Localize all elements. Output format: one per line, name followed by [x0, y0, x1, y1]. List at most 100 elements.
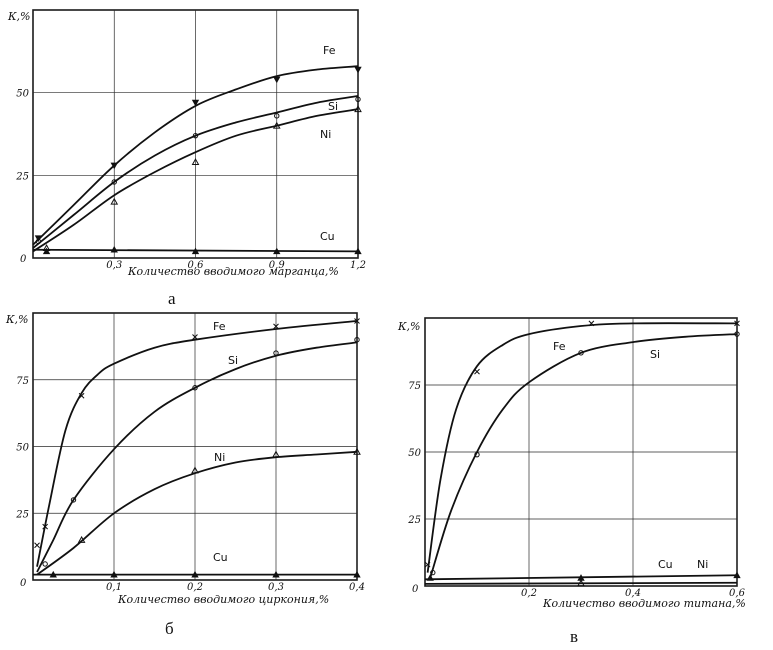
x-tick-label: 0,4	[349, 582, 365, 593]
y-tick-label: 75	[16, 376, 29, 387]
data-point-cu	[733, 571, 741, 579]
data-point-fe	[191, 99, 200, 107]
y-tick-label: 50	[16, 443, 29, 454]
data-point-si	[192, 132, 199, 139]
data-point-si	[192, 385, 198, 391]
data-point-fe	[273, 76, 281, 84]
series-fe: Fe	[32, 44, 362, 246]
y-tick-label: 50	[16, 89, 29, 100]
y-tick-label: 50	[408, 448, 421, 459]
x-axis-label: Количество вводимого марганца,%	[127, 265, 339, 278]
x-axis-label: Количество вводимого циркония,%	[117, 593, 329, 606]
data-point-cu	[353, 570, 361, 578]
data-point-cu	[273, 247, 281, 255]
series-line-fe	[426, 322, 738, 573]
series-label-si: Si	[228, 354, 238, 367]
data-point-si	[430, 569, 436, 576]
data-point-cu	[42, 247, 51, 255]
data-point-cu	[49, 570, 57, 578]
x-tick-label: 0,3	[106, 260, 122, 271]
series-label-ni: Ni	[697, 558, 708, 571]
data-point-ni	[191, 466, 199, 474]
data-point-fe	[34, 542, 40, 549]
y-tick-label: 75	[408, 381, 421, 392]
data-point-fe	[588, 320, 595, 327]
y-axis-label: К,%	[5, 313, 28, 326]
data-point-fe	[734, 320, 740, 327]
series-line-si	[32, 95, 359, 249]
origin-label: 0	[20, 578, 27, 589]
series-ni: Ni	[36, 447, 361, 576]
data-point-cu	[272, 570, 280, 578]
panel-label: в	[570, 627, 578, 646]
series-ni: Ni	[32, 105, 362, 253]
series-label-fe: Fe	[213, 320, 226, 333]
series-ni: Ni	[424, 558, 738, 587]
series-cu: Cu	[424, 558, 741, 581]
panel-label: а	[168, 289, 176, 308]
data-point-fe	[424, 561, 431, 568]
data-point-ni	[272, 121, 281, 129]
origin-label: 0	[20, 254, 27, 265]
x-tick-label: 0,2	[187, 582, 203, 593]
data-point-fe	[110, 162, 118, 170]
series-si: Si	[32, 95, 361, 249]
data-point-ni	[77, 535, 86, 543]
x-tick-label: 0,6	[188, 260, 205, 271]
series-line-ni	[424, 581, 738, 585]
chart-panel-1: 0,3 0,6 0,9 1,2 25 50 0 К,% Количество вводимого…	[7, 9, 366, 308]
data-point-si	[42, 561, 48, 567]
series-label-ni: Ni	[320, 128, 331, 141]
series-label-si: Si	[328, 100, 338, 113]
series-line-si	[429, 333, 738, 579]
y-tick-label: 25	[15, 509, 29, 520]
series-fe: Fe	[34, 318, 360, 567]
series-label-cu: Cu	[320, 230, 335, 243]
y-axis-label: К,%	[7, 10, 30, 23]
series-line-ni	[32, 108, 359, 253]
data-point-si	[354, 337, 360, 343]
data-point-ni	[191, 158, 200, 166]
series-fe: Fe	[424, 320, 740, 573]
data-point-ni	[272, 450, 280, 458]
x-tick-label: 0,3	[268, 582, 284, 593]
data-point-si	[274, 113, 280, 119]
data-point-cu	[110, 245, 118, 253]
data-point-fe	[474, 368, 480, 375]
data-point-ni	[110, 197, 119, 205]
data-point-si	[355, 96, 361, 102]
x-tick-label: 0,1	[106, 582, 122, 593]
data-point-ni	[577, 579, 585, 587]
data-point-si	[734, 331, 740, 337]
series-label-si: Si	[650, 348, 660, 361]
data-point-si	[578, 350, 584, 356]
data-point-si	[111, 179, 117, 185]
data-point-fe	[42, 523, 49, 530]
data-point-fe	[192, 334, 198, 340]
data-point-fe	[273, 323, 279, 330]
data-point-si	[273, 350, 279, 356]
y-tick-label: 25	[407, 515, 421, 526]
series-cu: Cu	[32, 230, 362, 255]
data-point-ni	[354, 105, 362, 113]
series-line-si	[36, 341, 358, 573]
series-label-cu: Cu	[658, 558, 673, 571]
data-point-cu	[110, 570, 118, 578]
series-si: Si	[429, 331, 740, 579]
data-point-cu	[354, 247, 362, 255]
data-point-fe	[354, 318, 360, 324]
data-point-fe	[354, 66, 362, 74]
data-point-si	[35, 238, 42, 245]
data-point-si	[70, 497, 77, 503]
x-tick-label: 0,6	[729, 588, 746, 599]
data-point-fe	[78, 392, 85, 399]
series-label-ni: Ni	[214, 451, 225, 464]
series-label-fe: Fe	[553, 340, 566, 353]
chart-panel-3: 0,2 0,4 0,6 25 50 75 0 К,% Количество вводимого …	[397, 317, 746, 646]
data-point-fe	[34, 235, 43, 242]
panel-label: б	[165, 619, 174, 638]
x-tick-label: 0,9	[269, 260, 286, 271]
data-point-cu	[191, 247, 200, 255]
chart-panel-2: 0,1 0,2 0,3 0,4 25 50 75 0 К,% Количество вводимо…	[5, 312, 365, 638]
